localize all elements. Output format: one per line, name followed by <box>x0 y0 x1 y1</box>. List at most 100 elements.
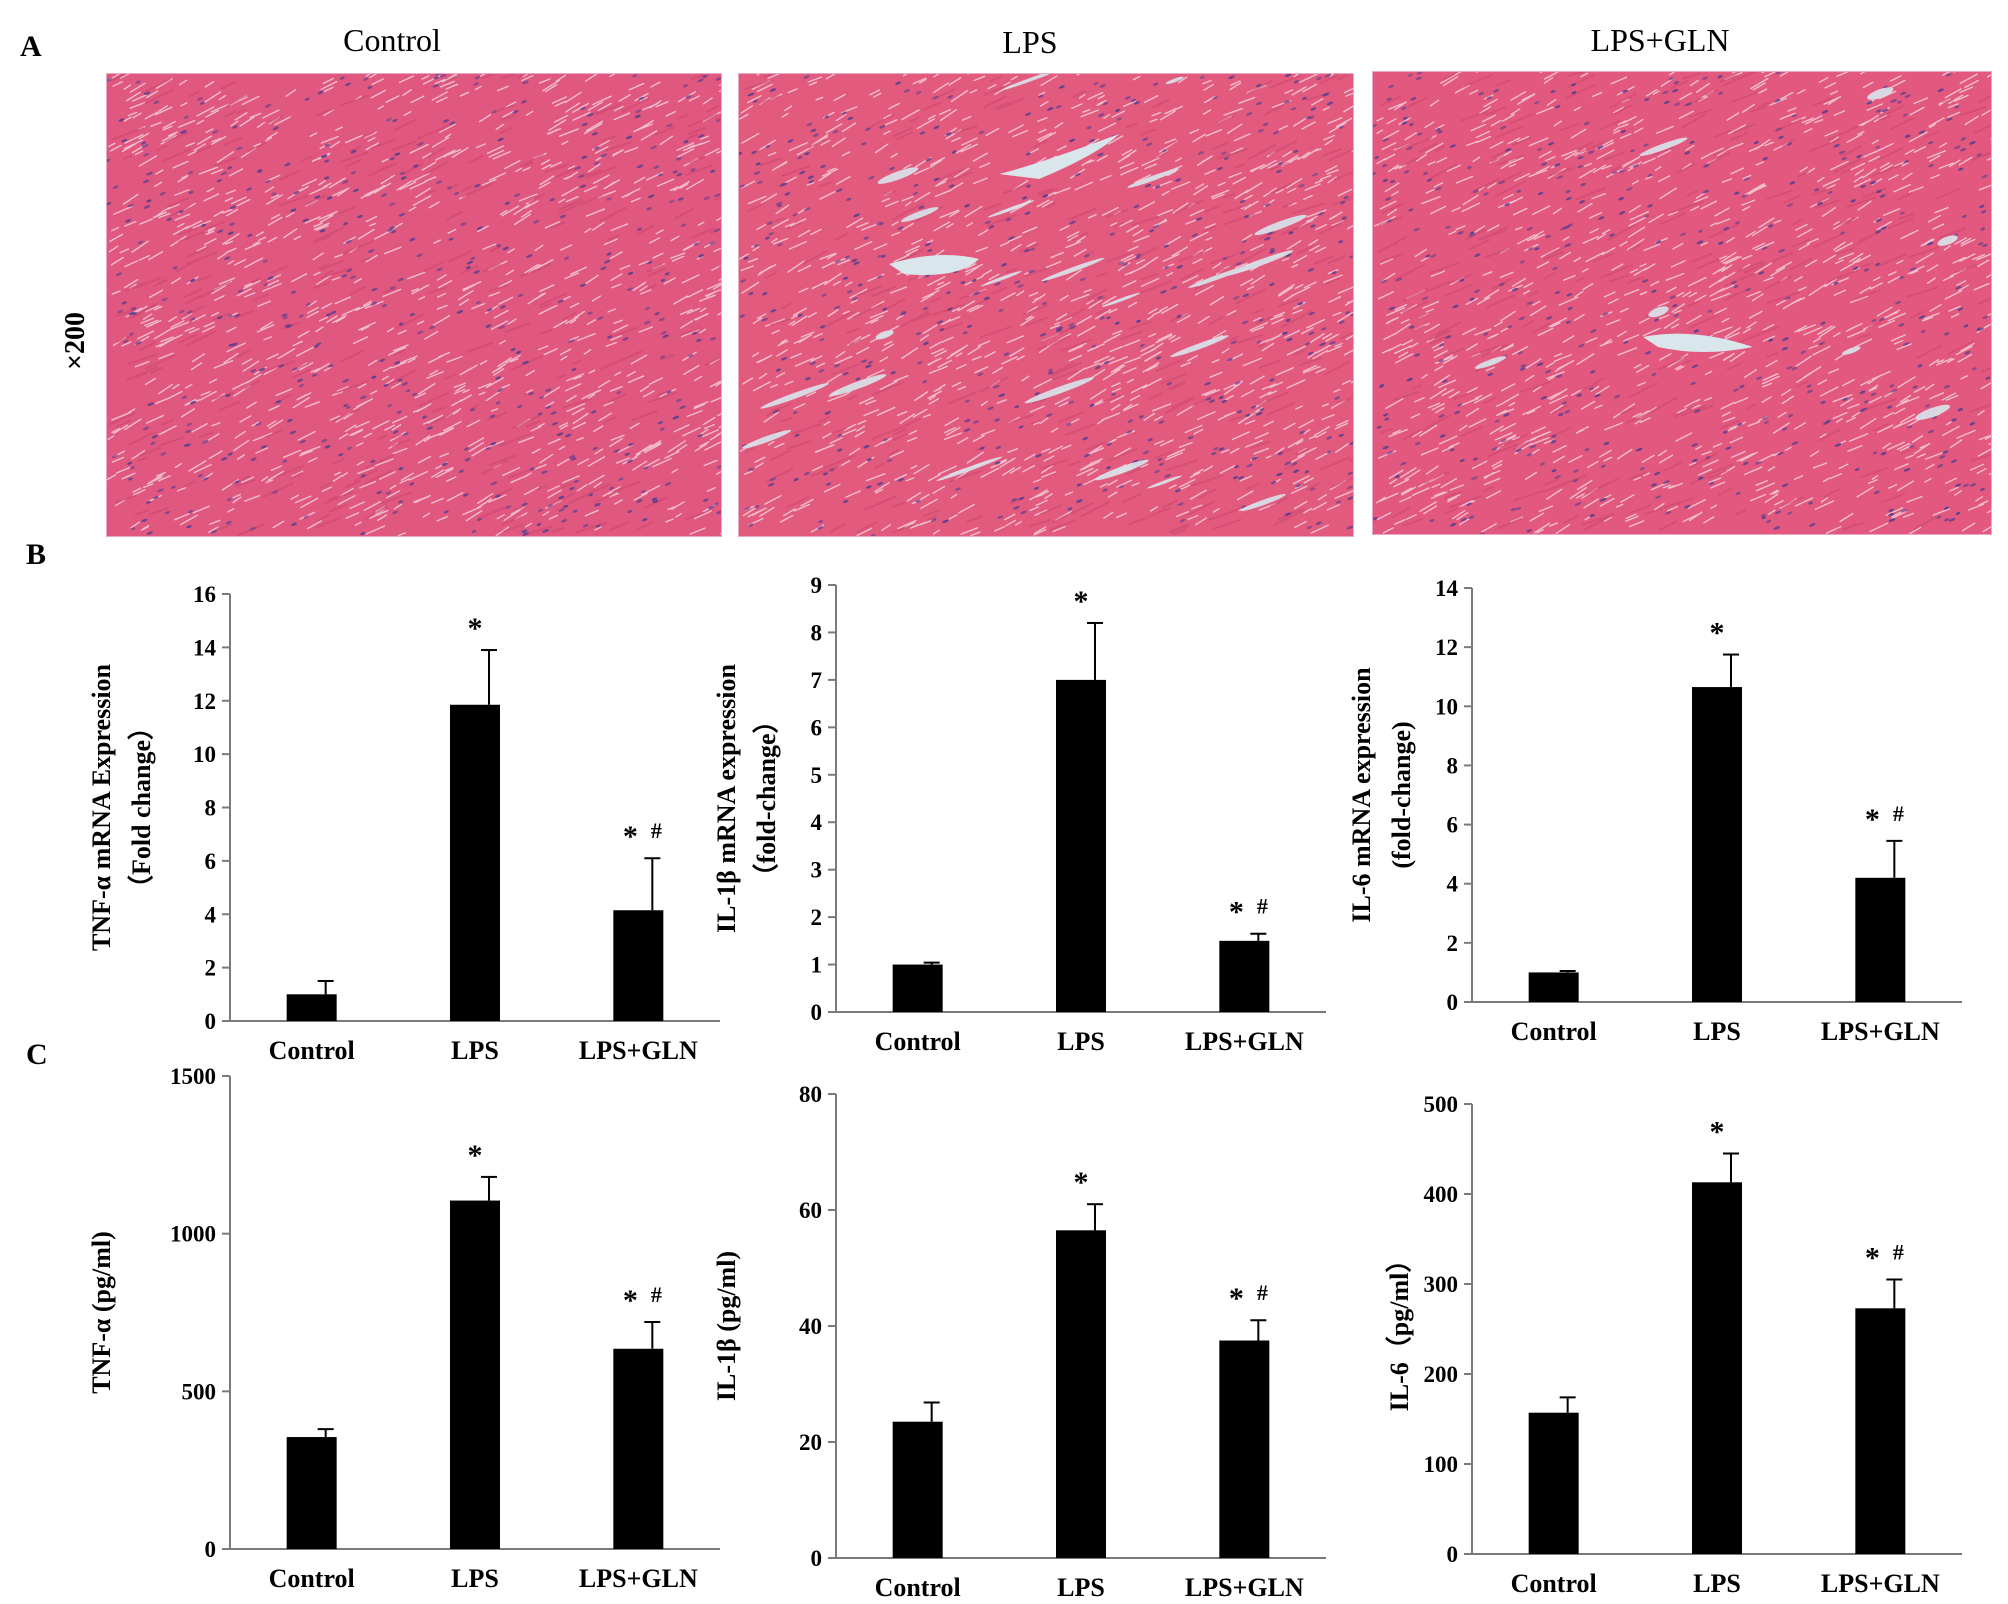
y-tick-label: 0 <box>1447 1542 1459 1567</box>
image-title-lps: LPS <box>1002 24 1058 60</box>
significance-mark: * <box>623 1284 638 1317</box>
bar <box>450 704 500 1021</box>
chart-tnf-protein: 0 500 1000 1500 TNF-α (pg/ml) Control LPS * LPS+… <box>0 0 720 1593</box>
y-tick-label: 12 <box>193 689 216 714</box>
x-tick-label: LPS <box>451 1036 499 1065</box>
chart-svg-tnf-mrna: 0 2 4 6 8 10 12 14 16 TNF-α mRNA Expression （Fold … <box>87 582 720 1065</box>
x-tick-label: Control <box>1511 1017 1597 1046</box>
y-tick-label: 14 <box>193 635 217 660</box>
chart-svg-il6-mrna: 0 2 4 6 8 10 12 14 IL-6 mRNA expression (fold-cha… <box>1347 576 1962 1046</box>
y-axis-label: IL-6 mRNA expression <box>1347 667 1376 923</box>
large-gap <box>999 134 1119 179</box>
y-tick-label: 0 <box>1447 990 1459 1015</box>
significance-mark: * <box>1710 617 1725 650</box>
tissue-background <box>1373 72 1991 534</box>
y-tick-label: 0 <box>811 1000 823 1025</box>
y-tick-label: 12 <box>1435 635 1458 660</box>
y-tick-label: 16 <box>193 582 216 607</box>
y-tick-label: 200 <box>1424 1362 1459 1387</box>
bar <box>286 1437 337 1549</box>
image-title-lps-gln: LPS+GLN <box>1590 22 1730 58</box>
significance-mark: * <box>1710 1116 1725 1149</box>
large-gap <box>1643 333 1753 352</box>
y-tick-label: 2 <box>205 956 217 981</box>
y-tick-label: 20 <box>799 1430 822 1455</box>
bar <box>613 910 664 1021</box>
y-tick-label: 8 <box>1447 753 1459 778</box>
y-tick-label: 500 <box>182 1379 217 1404</box>
histology-svg-lps-gln <box>1373 72 1991 534</box>
x-tick-label: LPS <box>1057 1573 1105 1602</box>
y-tick-label: 4 <box>1447 872 1459 897</box>
bar <box>1692 687 1742 1002</box>
y-tick-label: 40 <box>799 1314 822 1339</box>
significance-mark-hash: # <box>1893 801 1904 826</box>
y-tick-label: 400 <box>1424 1182 1459 1207</box>
significance-mark: * <box>1229 1282 1244 1315</box>
histology-svg-control <box>107 74 721 536</box>
y-tick-label: 100 <box>1424 1452 1459 1477</box>
y-tick-label: 1000 <box>170 1222 216 1247</box>
interstitial-gaps <box>1474 87 1958 420</box>
bar <box>1692 1182 1742 1554</box>
x-tick-label: LPS+GLN <box>579 1036 698 1065</box>
x-tick-label: LPS+GLN <box>579 1564 698 1593</box>
y-tick-label: 3 <box>811 858 823 883</box>
x-tick-label: LPS+GLN <box>1821 1569 1940 1598</box>
histology-svg-lps <box>739 74 1353 536</box>
significance-mark-hash: # <box>1257 894 1268 919</box>
significance-mark-hash: # <box>1893 1240 1904 1265</box>
bar <box>892 1421 943 1558</box>
large-gap <box>889 255 979 275</box>
significance-mark: * <box>1074 585 1089 618</box>
y-tick-label: 4 <box>811 810 823 835</box>
y-tick-label: 10 <box>193 742 216 767</box>
chart-svg-il1b-mrna: 0 1 2 3 4 5 6 7 8 9 IL-1β mRNA expression （fold-cha… <box>712 573 1326 1056</box>
y-tick-label: 0 <box>205 1537 217 1562</box>
chart-svg-il6-protein: 0 100 200 300 400 500 IL-6（pg/ml） Control LPS * LP… <box>1385 1092 1962 1598</box>
significance-mark-hash: # <box>1257 1280 1268 1305</box>
magnification-label: ×200 <box>60 312 91 370</box>
bar <box>286 994 337 1021</box>
chart-svg-tnf-protein: 0 500 1000 1500 TNF-α (pg/ml) Control LPS * LPS+… <box>87 1064 720 1593</box>
bar <box>1219 1340 1270 1558</box>
bar <box>1528 972 1579 1002</box>
bar <box>1056 679 1106 1012</box>
bar <box>1528 1412 1579 1554</box>
panel-label-b: B <box>26 538 47 571</box>
x-tick-label: LPS+GLN <box>1185 1573 1304 1602</box>
y-tick-label: 0 <box>205 1009 217 1034</box>
significance-mark: * <box>468 612 483 645</box>
significance-mark: * <box>468 1139 483 1172</box>
bar <box>892 964 943 1012</box>
x-tick-label: Control <box>269 1036 355 1065</box>
x-tick-label: LPS+GLN <box>1185 1027 1304 1056</box>
y-axis-label: TNF-α mRNA Expression <box>87 663 116 951</box>
y-axis-label: （fold-change） <box>752 707 781 889</box>
y-tick-label: 2 <box>1447 931 1459 956</box>
tissue-fibers <box>107 74 721 536</box>
y-tick-label: 6 <box>205 849 217 874</box>
histology-image-lps <box>738 73 1354 537</box>
histology-image-control <box>106 73 722 537</box>
y-tick-label: 10 <box>1435 694 1458 719</box>
x-tick-label: Control <box>269 1564 355 1593</box>
image-title-control: Control <box>343 22 441 58</box>
y-tick-label: 8 <box>811 620 823 645</box>
cell-nuclei <box>107 74 721 536</box>
tissue-fibers <box>1374 72 1991 534</box>
significance-mark: * <box>1229 896 1244 929</box>
bar <box>1056 1230 1106 1558</box>
panel-label-c: C <box>26 1038 48 1071</box>
significance-mark: * <box>1074 1166 1089 1199</box>
significance-mark: * <box>1865 803 1880 836</box>
bar <box>1219 940 1270 1012</box>
y-axis-label: TNF-α (pg/ml) <box>87 1231 116 1394</box>
x-tick-label: Control <box>875 1027 961 1056</box>
x-tick-label: LPS <box>451 1564 499 1593</box>
y-tick-label: 300 <box>1424 1272 1459 1297</box>
y-tick-label: 6 <box>811 715 823 740</box>
tissue-streaks <box>1377 72 1991 532</box>
y-tick-label: 60 <box>799 1198 822 1223</box>
x-tick-label: LPS <box>1057 1027 1105 1056</box>
